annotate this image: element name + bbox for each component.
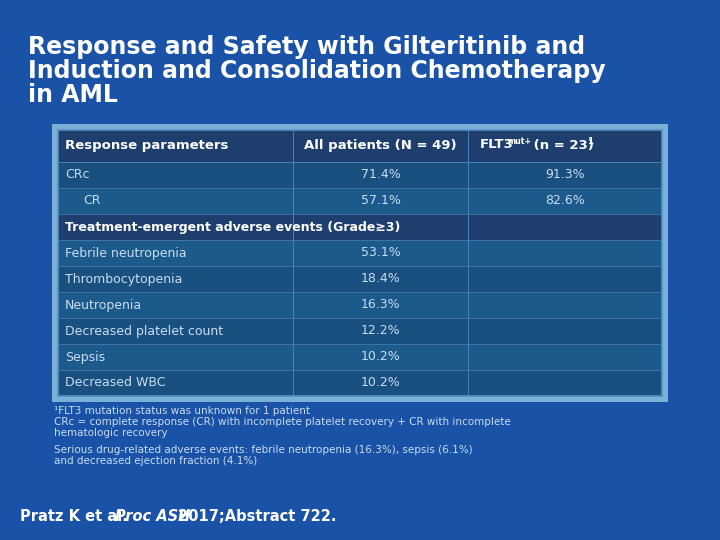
Text: Febrile neutropenia: Febrile neutropenia	[65, 246, 186, 260]
Text: CRc = complete response (CR) with incomplete platelet recovery + CR with incompl: CRc = complete response (CR) with incomp…	[54, 417, 510, 427]
Text: Induction and Consolidation Chemotherapy: Induction and Consolidation Chemotherapy	[28, 59, 606, 83]
Text: 53.1%: 53.1%	[361, 246, 400, 260]
Text: CR: CR	[83, 194, 101, 207]
Text: All patients (N = 49): All patients (N = 49)	[304, 139, 456, 152]
Bar	[58, 240, 662, 266]
Text: 91.3%: 91.3%	[545, 168, 585, 181]
Bar	[58, 318, 662, 344]
Text: ¹FLT3 mutation status was unknown for 1 patient: ¹FLT3 mutation status was unknown for 1 …	[54, 406, 310, 416]
Text: 10.2%: 10.2%	[361, 350, 400, 363]
Text: Treatment-emergent adverse events (Grade≥3): Treatment-emergent adverse events (Grade…	[65, 220, 400, 233]
Bar	[58, 266, 662, 292]
Bar	[58, 292, 662, 318]
Bar	[58, 188, 662, 214]
Text: 10.2%: 10.2%	[361, 376, 400, 389]
Text: Serious drug-related adverse events: febrile neutropenia (16.3%), sepsis (6.1%): Serious drug-related adverse events: feb…	[54, 445, 472, 455]
Text: mut+: mut+	[507, 137, 531, 145]
Bar	[58, 344, 662, 370]
Bar	[58, 370, 662, 396]
Bar	[58, 162, 662, 188]
Text: Neutropenia: Neutropenia	[65, 299, 142, 312]
Bar	[52, 124, 668, 402]
Text: FLT3: FLT3	[480, 138, 514, 152]
Text: Response and Safety with Gilteritinib and: Response and Safety with Gilteritinib an…	[28, 35, 585, 59]
Text: (n = 23): (n = 23)	[529, 138, 594, 152]
Text: Response parameters: Response parameters	[65, 139, 228, 152]
Text: 82.6%: 82.6%	[545, 194, 585, 207]
Text: Thrombocytopenia: Thrombocytopenia	[65, 273, 182, 286]
Bar	[58, 214, 662, 240]
Text: CRc: CRc	[65, 168, 89, 181]
Text: Decreased WBC: Decreased WBC	[65, 376, 166, 389]
Text: 2017;Abstract 722.: 2017;Abstract 722.	[173, 509, 336, 524]
Text: Proc ASH: Proc ASH	[115, 509, 190, 524]
Text: hematologic recovery: hematologic recovery	[54, 428, 168, 438]
Text: Sepsis: Sepsis	[65, 350, 105, 363]
Text: 71.4%: 71.4%	[361, 168, 400, 181]
Text: and decreased ejection fraction (4.1%): and decreased ejection fraction (4.1%)	[54, 456, 257, 466]
Text: 12.2%: 12.2%	[361, 325, 400, 338]
Text: Decreased platelet count: Decreased platelet count	[65, 325, 223, 338]
Text: 57.1%: 57.1%	[361, 194, 400, 207]
Text: 1: 1	[587, 137, 593, 145]
Text: in AML: in AML	[28, 83, 118, 107]
Text: 16.3%: 16.3%	[361, 299, 400, 312]
Text: 18.4%: 18.4%	[361, 273, 400, 286]
Text: Pratz K et al.: Pratz K et al.	[20, 509, 133, 524]
Bar	[58, 130, 662, 162]
